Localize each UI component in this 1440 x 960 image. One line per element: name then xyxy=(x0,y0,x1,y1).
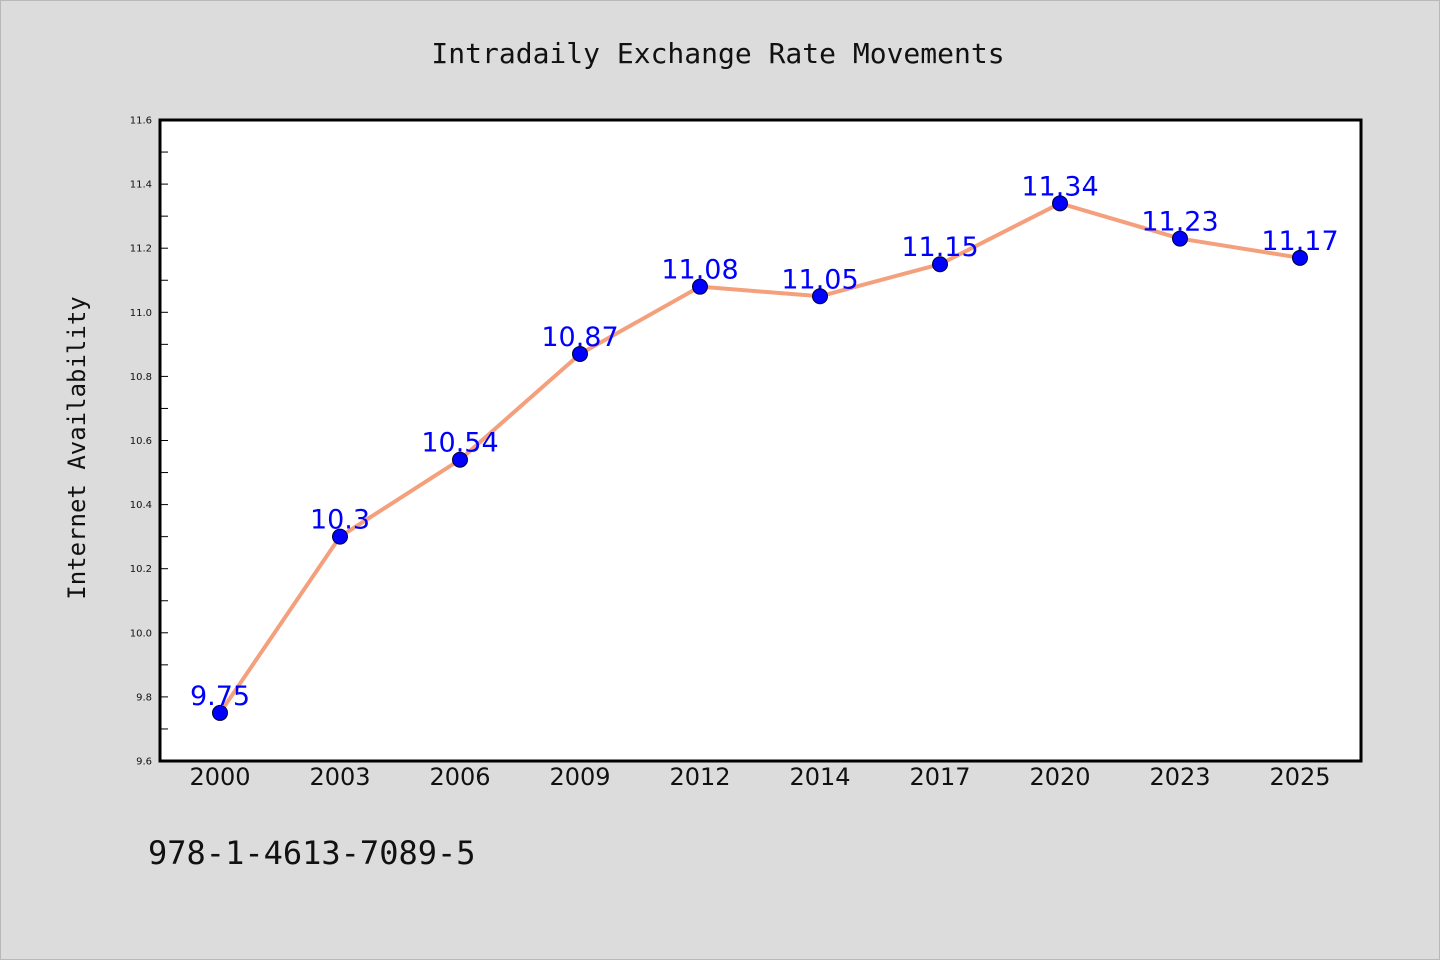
y-tick-label: 10.0 xyxy=(130,628,152,639)
x-tick-label: 2014 xyxy=(789,763,850,791)
x-tick-label: 2020 xyxy=(1029,763,1090,791)
data-label: 10.87 xyxy=(541,322,618,353)
data-label: 11.23 xyxy=(1141,207,1218,238)
data-point xyxy=(452,451,468,468)
chart-title: Intradaily Exchange Rate Movements xyxy=(431,37,1004,70)
y-tick-label: 11.0 xyxy=(130,308,152,319)
data-point xyxy=(212,704,228,721)
x-tick-label: 2006 xyxy=(429,763,490,791)
y-axis-label: Internet Availability xyxy=(63,296,91,599)
data-label: 11.05 xyxy=(781,264,858,295)
y-tick-label: 10.8 xyxy=(130,372,152,383)
data-label: 11.17 xyxy=(1261,226,1338,257)
plot-area xyxy=(160,120,1361,761)
y-tick-label: 11.6 xyxy=(130,116,152,127)
data-label: 10.3 xyxy=(310,505,370,536)
y-tick-label: 10.4 xyxy=(130,500,152,511)
data-point xyxy=(332,528,348,545)
data-point xyxy=(932,256,948,273)
y-tick-label: 9.6 xyxy=(136,757,152,768)
data-point xyxy=(1292,249,1308,266)
data-label: 9.75 xyxy=(190,681,250,712)
data-point xyxy=(812,288,828,305)
data-point xyxy=(1172,230,1188,247)
y-tick-label: 10.2 xyxy=(130,564,152,575)
y-tick-label: 11.4 xyxy=(130,180,152,191)
x-tick-label: 2025 xyxy=(1269,763,1330,791)
y-tick-label: 10.6 xyxy=(130,436,152,447)
footnote-isbn: 978-1-4613-7089-5 xyxy=(148,834,476,872)
data-labels: 9.75 10.3 10.54 10.87 11.08 11.05 11.15 11.34 11… xyxy=(190,171,1339,712)
y-tick-label: 11.2 xyxy=(130,244,152,255)
y-tick-label: 9.8 xyxy=(136,692,152,703)
series-markers xyxy=(212,195,1308,721)
x-tick-label: 2009 xyxy=(549,763,610,791)
x-tick-label: 2017 xyxy=(909,763,970,791)
data-point xyxy=(1052,195,1068,212)
x-tick-label: 2000 xyxy=(189,763,250,791)
x-tick-label: 2023 xyxy=(1149,763,1210,791)
data-label: 11.34 xyxy=(1021,171,1098,202)
x-tick-label: 2012 xyxy=(669,763,730,791)
data-point xyxy=(572,345,588,362)
x-tick-label: 2003 xyxy=(309,763,370,791)
data-point xyxy=(692,278,708,295)
data-label: 10.54 xyxy=(421,428,498,459)
series-line xyxy=(218,201,1302,715)
y-axis-tick-labels: 9.6 9.8 10.0 10.2 10.4 10.6 10.8 11.0 11.2 11.4 11… xyxy=(130,116,152,768)
data-label: 11.08 xyxy=(661,255,738,286)
data-label: 11.15 xyxy=(901,232,978,263)
plot-frame xyxy=(158,118,1363,763)
x-axis-tick-labels: 2000 2003 2006 2009 2012 2014 2017 2020 2023 2025 xyxy=(189,763,1330,791)
